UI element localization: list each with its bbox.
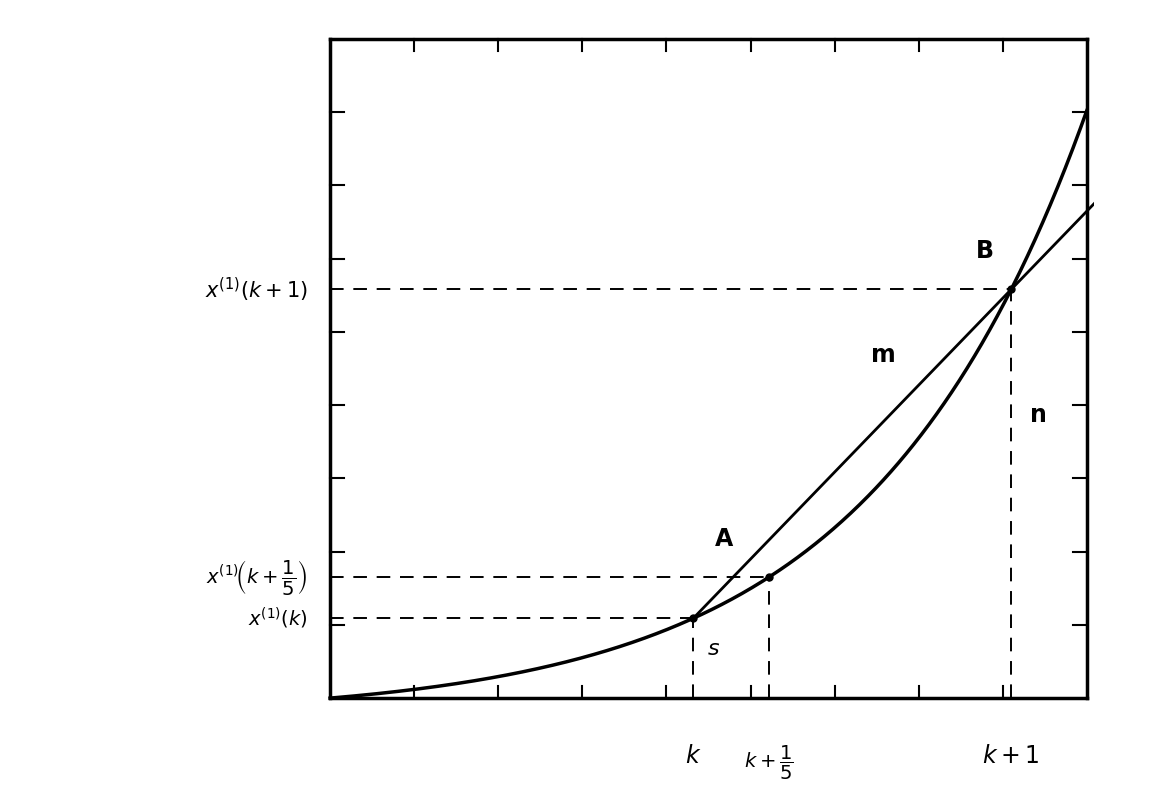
Text: $k+\dfrac{1}{5}$: $k+\dfrac{1}{5}$ (744, 744, 794, 782)
Text: $s$: $s$ (707, 638, 720, 660)
Text: $x^{(1)}(k)$: $x^{(1)}(k)$ (248, 606, 308, 631)
Text: $\mathbf{n}$: $\mathbf{n}$ (1029, 403, 1046, 427)
Text: $k$: $k$ (685, 744, 702, 768)
Text: $\mathbf{B}$: $\mathbf{B}$ (976, 239, 994, 263)
Text: $x^{(1)}(k+1)$: $x^{(1)}(k+1)$ (205, 275, 308, 304)
Text: $k+1$: $k+1$ (983, 744, 1040, 768)
Text: $\mathbf{m}$: $\mathbf{m}$ (870, 343, 895, 368)
Text: $x^{(1)}\!\left(k+\dfrac{1}{5}\right)$: $x^{(1)}\!\left(k+\dfrac{1}{5}\right)$ (206, 557, 308, 597)
Text: $\mathbf{A}$: $\mathbf{A}$ (713, 526, 734, 551)
